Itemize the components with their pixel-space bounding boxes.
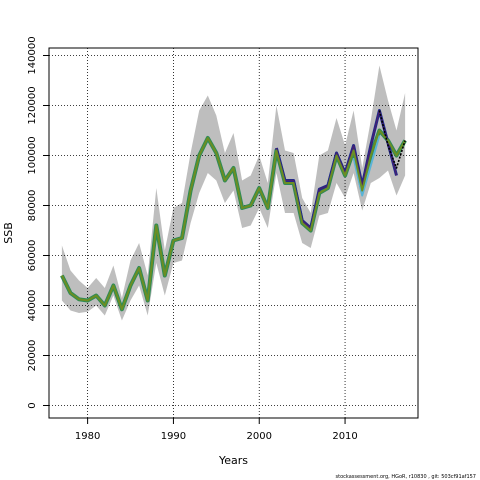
x-axis: 1980 1990 2000 2010: [75, 418, 358, 442]
y-tick-label: 20000: [27, 340, 38, 372]
credit-footer: stockassessment.org, HGoR, r10830 , git:…: [336, 474, 476, 480]
series-layer: [60, 109, 407, 312]
x-tick-label: 2010: [332, 431, 357, 442]
y-tick-label: 120000: [27, 86, 38, 124]
grid-layer: [49, 48, 418, 418]
y-tick-label: 80000: [27, 190, 38, 222]
x-tick-label: 1980: [75, 431, 100, 442]
x-tick-label: 2000: [247, 431, 272, 442]
plot-frame: [48, 47, 419, 419]
series-main: [61, 129, 406, 311]
y-tick-label: 40000: [27, 290, 38, 322]
confidence-band: [61, 65, 406, 321]
y-axis-title: SSB: [2, 222, 15, 244]
y-tick-label: 60000: [27, 240, 38, 272]
x-axis-title: Years: [218, 454, 248, 467]
series-projection: [378, 110, 406, 169]
y-tick-label: 140000: [27, 36, 38, 74]
y-tick-label: 100000: [27, 136, 38, 174]
y-tick-label: 0: [27, 402, 38, 408]
y-axis: 0 20000 40000 60000 80000 100000 120000 140000: [27, 36, 49, 409]
series-light: [352, 135, 381, 197]
x-tick-label: 1990: [161, 431, 186, 442]
confidence-band-layer: [61, 65, 406, 321]
